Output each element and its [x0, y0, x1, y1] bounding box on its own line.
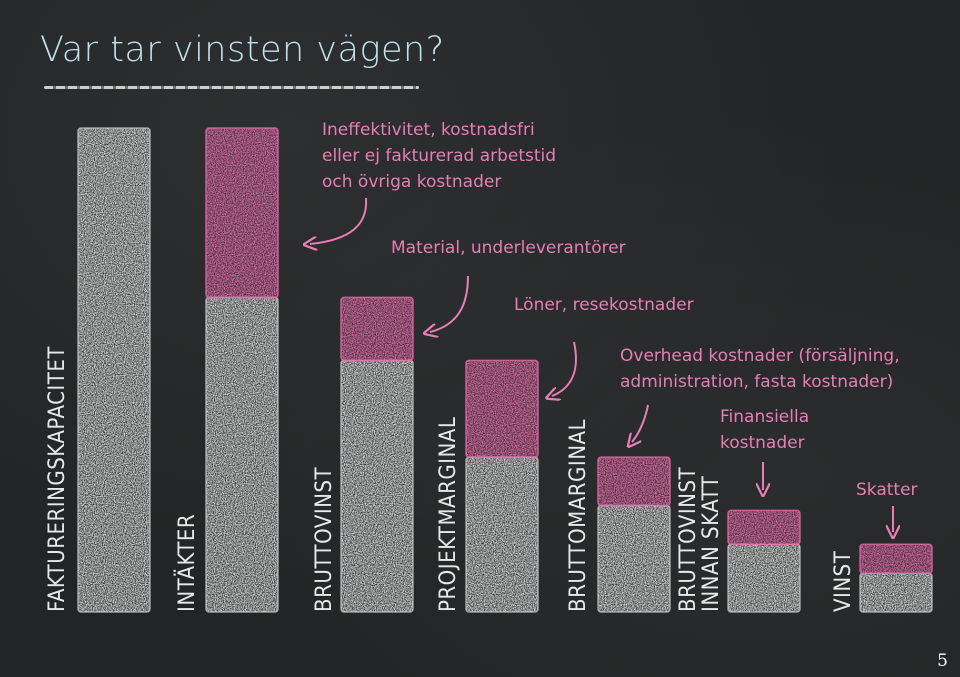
title-underline: [44, 86, 419, 89]
annotation-material: Material, underleverantörer: [391, 238, 626, 258]
bar-group: [77, 127, 933, 613]
bar-segment-white-0: [78, 128, 150, 612]
bar-outline-pink-2: [340, 296, 414, 362]
bar-segment-white-2: [341, 360, 413, 612]
bar-outline-pink-4: [597, 456, 671, 507]
page-title: Var tar vinsten vägen?: [40, 30, 445, 70]
category-label-intakter: INTÄKTER: [175, 513, 200, 612]
bar-segment-white-5: [728, 544, 800, 612]
annotation-arrow-1: [310, 197, 368, 244]
bar-segment-white-4: [598, 505, 670, 612]
annotation-inefficiency: Ineffektivitet, kostnadsfri eller ej fak…: [322, 120, 557, 192]
annotation-arrows: [310, 197, 893, 532]
annotation-overhead: Overhead kostnader (försäljning, adminis…: [620, 346, 900, 392]
category-label-projektmarginal: PROJEKTMARGINAL: [436, 416, 461, 612]
page-number: 5: [937, 651, 948, 671]
bar-outline-pink-1: [205, 127, 279, 299]
category-label-faktureringskapacitet: FAKTURERINGSKAPACITET: [45, 346, 70, 612]
bar-segment-pink-4: [598, 457, 670, 506]
bar-segment-pink-1: [206, 128, 278, 298]
annotation-arrow-4: [632, 404, 649, 442]
category-label-bruttomarginal: BRUTTOMARGINAL: [566, 418, 591, 612]
bar-segment-white-6: [860, 573, 932, 612]
bar-segment-pink-5: [728, 510, 800, 545]
bar-segment-white-3: [466, 457, 538, 612]
bar-segment-pink-2: [341, 297, 413, 361]
category-label-bruttovinst: BRUTTOVINST: [312, 466, 337, 612]
annotation-taxes: Skatter: [856, 480, 918, 500]
annotation-arrow-3: [552, 341, 577, 396]
bar-segment-pink-3: [466, 360, 538, 458]
bar-segment-white-1: [206, 297, 278, 612]
category-label-bruttovinst-innan-skatt: BRUTTOVINST INNAN SKATT: [676, 466, 725, 612]
bar-outline-pink-3: [465, 359, 539, 458]
annotation-financial: Finansiella kostnader: [720, 407, 810, 453]
annotation-salaries: Löner, resekostnader: [514, 295, 694, 315]
bar-outline-pink-6: [859, 543, 933, 575]
annotation-arrow-2: [430, 275, 469, 332]
bar-outline-white-0: [77, 127, 151, 613]
category-label-vinst: VINST: [831, 550, 856, 612]
bar-outline-pink-5: [727, 509, 801, 545]
bar-segment-pink-6: [860, 544, 932, 574]
